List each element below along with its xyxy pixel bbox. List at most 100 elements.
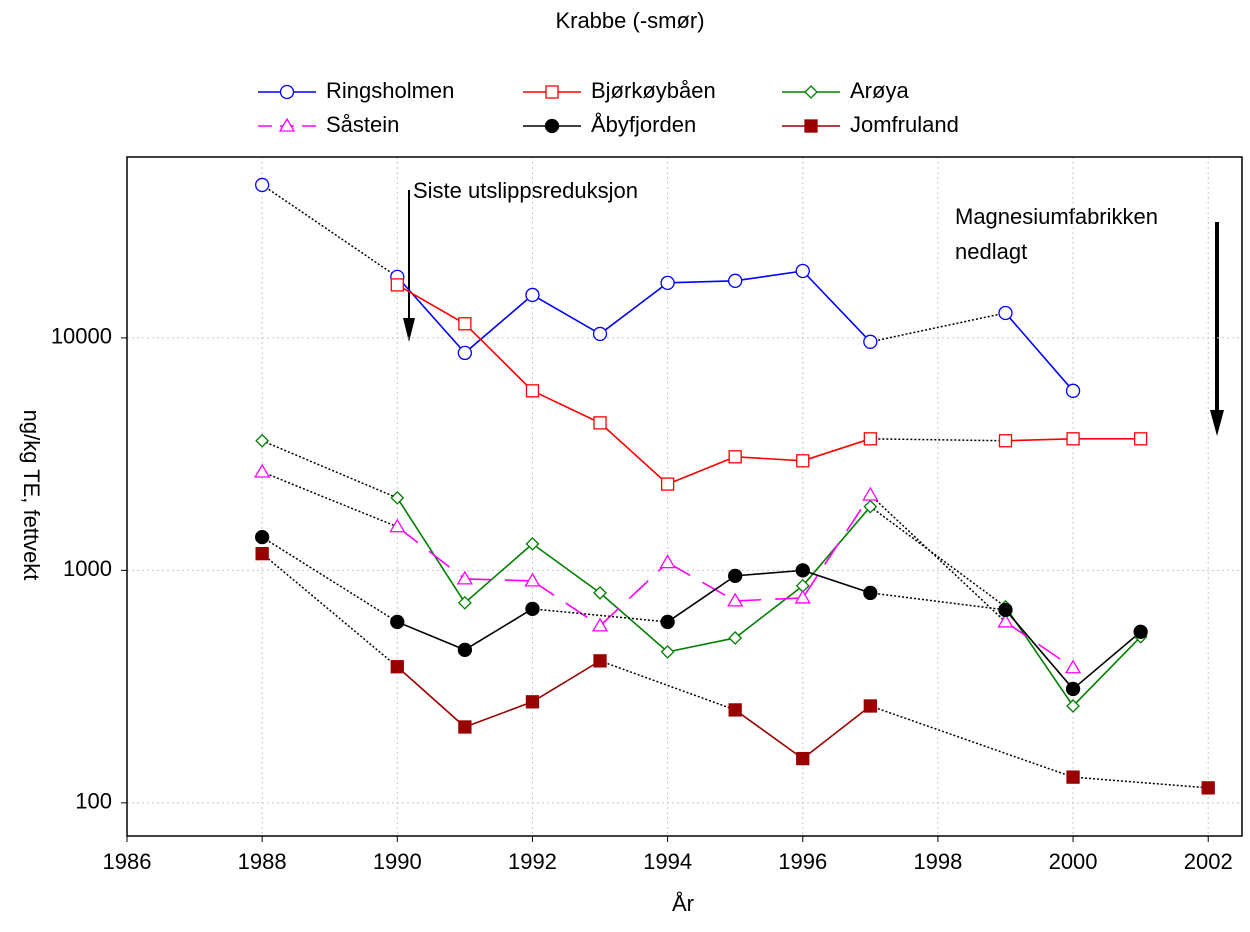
gap-line <box>532 608 668 623</box>
series-line <box>734 585 804 639</box>
marker <box>997 613 1014 628</box>
series-line <box>396 666 466 728</box>
series-line <box>531 543 601 594</box>
marker <box>255 529 270 545</box>
marker <box>998 434 1013 448</box>
series-line <box>599 562 669 627</box>
gap-line <box>261 536 398 623</box>
marker <box>728 450 742 464</box>
series-line <box>396 497 466 604</box>
series-line <box>1005 438 1074 442</box>
marker <box>390 660 404 674</box>
marker <box>795 563 810 578</box>
marker <box>545 85 559 99</box>
annotation: Siste utslippsreduksjon <box>413 178 638 203</box>
legend-label: Åbyfjorden <box>591 112 696 137</box>
marker <box>458 317 472 331</box>
marker <box>1201 781 1215 795</box>
legend-label: Såstein <box>326 112 399 137</box>
gap-line <box>869 506 1006 608</box>
y-tick-label: 10000 <box>51 324 112 349</box>
marker <box>524 572 541 587</box>
gap-line <box>261 471 398 528</box>
markers <box>254 177 1215 795</box>
lines <box>261 184 1209 789</box>
marker <box>728 273 743 288</box>
marker <box>254 463 271 478</box>
marker <box>1066 770 1080 784</box>
marker <box>1066 432 1080 446</box>
series-line <box>735 270 803 282</box>
marker <box>1065 681 1081 697</box>
marker <box>1133 432 1148 446</box>
x-tick-label: 2002 <box>1184 849 1233 874</box>
series-line <box>734 709 804 760</box>
marker <box>279 84 295 100</box>
marker <box>255 433 270 448</box>
series-line <box>532 390 601 424</box>
series-line <box>599 282 669 335</box>
grid <box>121 157 1242 842</box>
marker <box>456 570 474 585</box>
legend-label: Ringsholmen <box>326 78 454 103</box>
series-line <box>464 323 534 392</box>
marker <box>863 699 877 713</box>
annotation-arrow <box>1210 222 1224 436</box>
series-line <box>1005 621 1074 669</box>
series-line <box>599 592 669 653</box>
marker <box>660 275 675 290</box>
marker <box>592 326 608 342</box>
series-line <box>802 438 871 462</box>
marker <box>390 490 405 505</box>
gap-line <box>870 312 1006 343</box>
marker <box>804 85 818 99</box>
marker <box>525 287 540 303</box>
marker <box>255 547 269 561</box>
marker <box>863 585 878 601</box>
x-tick-label: 1990 <box>373 849 422 874</box>
marker <box>659 554 676 569</box>
marker <box>458 720 472 734</box>
gap-line <box>870 438 1006 442</box>
marker <box>525 601 540 617</box>
legend: Ringsholmen Bjørkøybåen Arøya Såstein Åbyfjo… <box>258 78 959 137</box>
series-line <box>735 597 803 602</box>
marker <box>593 585 607 600</box>
marker <box>593 416 607 430</box>
marker <box>728 568 743 584</box>
series-line <box>464 294 533 354</box>
marker <box>1065 383 1081 398</box>
marker <box>660 477 675 491</box>
series-line <box>532 294 601 335</box>
gap-line <box>261 184 398 278</box>
x-tick-label: 1994 <box>643 849 692 874</box>
series-line <box>667 280 736 284</box>
marker <box>804 119 818 133</box>
series-line <box>464 701 533 728</box>
series-line <box>599 422 669 485</box>
marker <box>998 305 1013 321</box>
series-line <box>396 284 466 325</box>
series-line <box>464 543 533 604</box>
series-line <box>802 494 872 599</box>
plot-frame <box>126 156 1243 837</box>
gap-line <box>1073 776 1209 789</box>
annotation: nedlagt <box>955 239 1027 264</box>
series-line <box>1072 631 1142 690</box>
marker <box>727 592 744 607</box>
x-tick-label: 2000 <box>1049 849 1098 874</box>
series-line <box>1004 609 1074 690</box>
x-axis-label: År <box>672 891 694 916</box>
marker <box>1133 624 1148 639</box>
series-line <box>802 270 871 343</box>
x-tick-label: 1992 <box>508 849 557 874</box>
marker <box>998 602 1013 618</box>
gap-line <box>261 440 398 499</box>
series-line <box>802 569 871 594</box>
y-tick-label: 100 <box>75 789 112 814</box>
series-line <box>464 608 533 651</box>
marker <box>794 589 811 604</box>
marker <box>457 345 473 361</box>
marker <box>660 644 675 659</box>
